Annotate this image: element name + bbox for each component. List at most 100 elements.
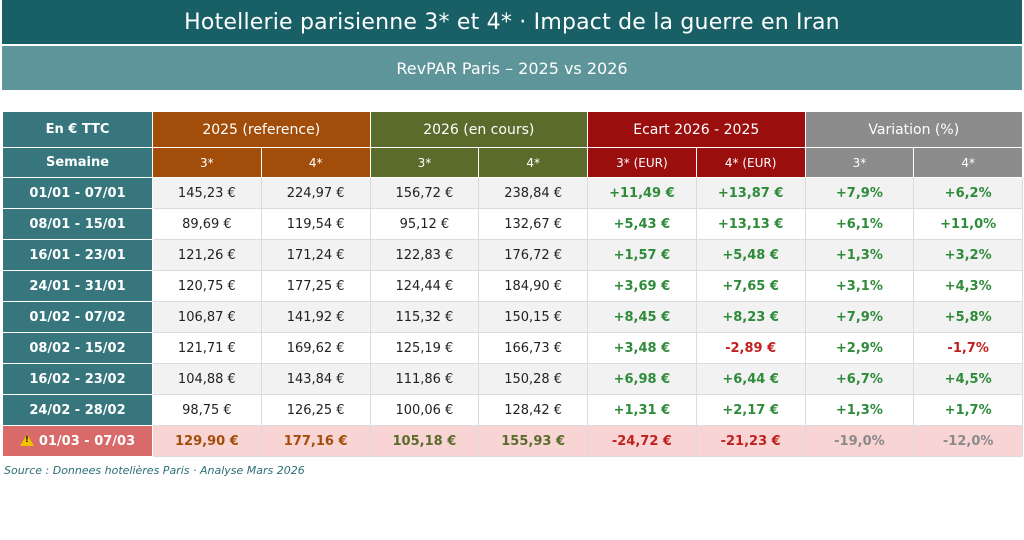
week-cell: 24/02 - 28/02: [2, 394, 153, 426]
cell-2025-3star: 106,87 €: [152, 301, 262, 333]
revpar-table: En € TTC 2025 (reference) 2026 (en cours…: [2, 111, 1024, 457]
cell-var-4star: +3,2%: [913, 239, 1024, 271]
cell-2026-4star: 176,72 €: [478, 239, 589, 271]
group-header-ecart: Ecart 2026 - 2025: [587, 111, 806, 148]
cell-var-4star: +1,7%: [913, 394, 1024, 426]
cell-2026-3star: 124,44 €: [369, 270, 480, 302]
week-cell: 16/01 - 23/01: [2, 239, 153, 271]
cell-2025-4star: 177,25 €: [260, 270, 371, 302]
week-header: Semaine: [2, 147, 153, 178]
cell-var-4star: +4,5%: [913, 363, 1024, 395]
cell-ecart-4star-highlight: -21,23 €: [695, 425, 806, 457]
cell-var-3star: +7,9%: [804, 177, 915, 209]
cell-2025-3star: 121,26 €: [152, 239, 262, 271]
cell-ecart-3star: +3,48 €: [587, 332, 697, 364]
table-row: 01/02 - 07/02 106,87 €141,92 €115,32 €150…: [2, 301, 1024, 333]
cell-2025-3star: 104,88 €: [152, 363, 262, 395]
col-header-ecart-3star: 3* (EUR): [587, 147, 697, 178]
warning-icon: [19, 433, 34, 446]
cell-var-3star: +3,1%: [804, 270, 915, 302]
cell-var-3star: +2,9%: [804, 332, 915, 364]
cell-ecart-4star: +6,44 €: [695, 363, 806, 395]
cell-2025-3star: 98,75 €: [152, 394, 262, 426]
cell-2025-3star: 121,71 €: [152, 332, 262, 364]
cell-2026-4star: 166,73 €: [478, 332, 589, 364]
cell-ecart-3star-highlight: -24,72 €: [587, 425, 697, 457]
col-header-2025-4star: 4*: [260, 147, 371, 178]
cell-var-3star: +6,7%: [804, 363, 915, 395]
cell-ecart-3star: +1,57 €: [587, 239, 697, 271]
group-header-2026: 2026 (en cours): [369, 111, 589, 148]
cell-ecart-4star: +13,87 €: [695, 177, 806, 209]
week-cell: 01/01 - 07/01: [2, 177, 153, 209]
cell-var-3star: +1,3%: [804, 239, 915, 271]
cell-var-3star-highlight: -19,0%: [804, 425, 915, 457]
week-cell: 16/02 - 23/02: [2, 363, 153, 395]
cell-2025-4star: 143,84 €: [260, 363, 371, 395]
cell-ecart-3star: +11,49 €: [587, 177, 697, 209]
cell-2026-3star: 115,32 €: [369, 301, 480, 333]
cell-2025-4star: 119,54 €: [260, 208, 371, 240]
table-row: 16/02 - 23/02 104,88 €143,84 €111,86 €150…: [2, 363, 1024, 395]
cell-2026-4star: 184,90 €: [478, 270, 589, 302]
cell-ecart-3star: +6,98 €: [587, 363, 697, 395]
table-row: 24/01 - 31/01 120,75 €177,25 €124,44 €184…: [2, 270, 1024, 302]
cell-2026-3star: 111,86 €: [369, 363, 480, 395]
highlight-row: 01/03 - 07/03 129,90 €177,16 €105,18 €155…: [2, 425, 1024, 457]
cell-ecart-3star: +5,43 €: [587, 208, 697, 240]
cell-var-4star: +6,2%: [913, 177, 1024, 209]
cell-ecart-4star: +13,13 €: [695, 208, 806, 240]
table-row: 08/01 - 15/01 89,69 €119,54 €95,12 €132,6…: [2, 208, 1024, 240]
cell-ecart-4star: +2,17 €: [695, 394, 806, 426]
cell-2025-3star: 89,69 €: [152, 208, 262, 240]
week-cell: 01/02 - 07/02: [2, 301, 153, 333]
table-row: 16/01 - 23/01 121,26 €171,24 €122,83 €176…: [2, 239, 1024, 271]
cell-2026-4star: 132,67 €: [478, 208, 589, 240]
col-header-var-3star: 3*: [804, 147, 915, 178]
week-cell: 08/01 - 15/01: [2, 208, 153, 240]
cell-var-3star: +7,9%: [804, 301, 915, 333]
corner-header: En € TTC: [2, 111, 153, 148]
cell-ecart-4star: -2,89 €: [695, 332, 806, 364]
cell-2025-3star-highlight: 129,90 €: [152, 425, 262, 457]
cell-2025-3star: 145,23 €: [152, 177, 262, 209]
cell-2026-4star-highlight: 155,93 €: [478, 425, 589, 457]
table-row: 01/01 - 07/01 145,23 €224,97 €156,72 €238…: [2, 177, 1024, 209]
cell-var-4star: +5,8%: [913, 301, 1024, 333]
cell-var-4star-highlight: -12,0%: [913, 425, 1024, 457]
cell-2026-4star: 128,42 €: [478, 394, 589, 426]
cell-var-4star: -1,7%: [913, 332, 1024, 364]
cell-2026-3star: 95,12 €: [369, 208, 480, 240]
cell-2026-3star: 156,72 €: [369, 177, 480, 209]
sub-header-row: Semaine 3* 4* 3* 4* 3* (EUR) 4* (EUR) 3*…: [2, 147, 1024, 178]
col-header-2026-3star: 3*: [369, 147, 480, 178]
table-row: 24/02 - 28/02 98,75 €126,25 €100,06 €128,…: [2, 394, 1024, 426]
week-cell: 08/02 - 15/02: [2, 332, 153, 364]
cell-2025-4star: 224,97 €: [260, 177, 371, 209]
col-header-2025-3star: 3*: [152, 147, 262, 178]
page-title: Hotellerie parisienne 3* et 4* · Impact …: [2, 0, 1022, 44]
cell-2026-4star: 238,84 €: [478, 177, 589, 209]
week-cell: 24/01 - 31/01: [2, 270, 153, 302]
group-header-row: En € TTC 2025 (reference) 2026 (en cours…: [2, 111, 1024, 148]
cell-2025-4star: 169,62 €: [260, 332, 371, 364]
cell-2026-3star: 122,83 €: [369, 239, 480, 271]
cell-var-3star: +6,1%: [804, 208, 915, 240]
col-header-2026-4star: 4*: [478, 147, 589, 178]
cell-ecart-3star: +3,69 €: [587, 270, 697, 302]
cell-ecart-4star: +8,23 €: [695, 301, 806, 333]
cell-ecart-3star: +1,31 €: [587, 394, 697, 426]
cell-2025-4star: 171,24 €: [260, 239, 371, 271]
cell-2025-4star-highlight: 177,16 €: [260, 425, 371, 457]
week-cell-highlight: 01/03 - 07/03: [2, 425, 153, 457]
cell-ecart-4star: +7,65 €: [695, 270, 806, 302]
table-body: 01/01 - 07/01 145,23 €224,97 €156,72 €238…: [2, 177, 1024, 457]
cell-2026-3star-highlight: 105,18 €: [369, 425, 480, 457]
cell-var-4star: +4,3%: [913, 270, 1024, 302]
cell-2026-3star: 125,19 €: [369, 332, 480, 364]
source-note: Source : Donnees hotelières Paris · Anal…: [4, 464, 305, 477]
cell-2025-4star: 126,25 €: [260, 394, 371, 426]
cell-2025-3star: 120,75 €: [152, 270, 262, 302]
group-header-variation: Variation (%): [804, 111, 1024, 148]
cell-var-4star: +11,0%: [913, 208, 1024, 240]
